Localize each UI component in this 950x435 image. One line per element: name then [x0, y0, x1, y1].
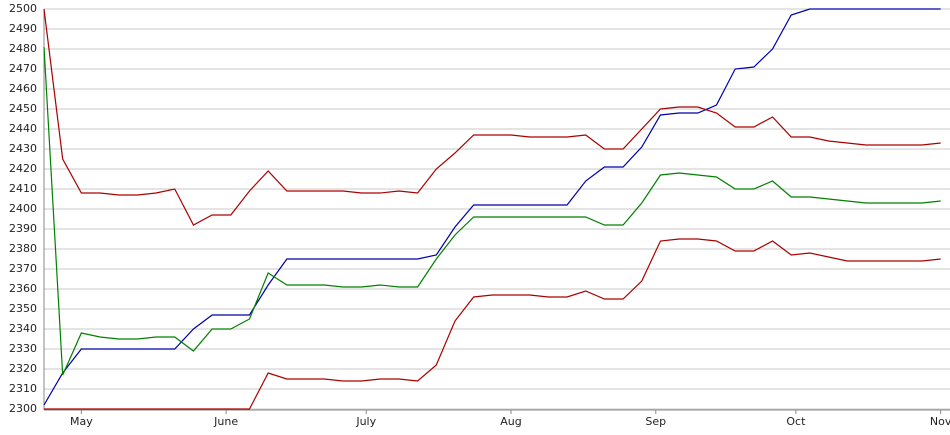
y-tick-label: 2420 — [9, 162, 37, 175]
y-tick-label: 2470 — [9, 62, 37, 75]
series-line — [43, 46, 941, 376]
y-tick-label: 2490 — [9, 22, 37, 35]
y-tick-label: 2360 — [9, 282, 37, 295]
y-tick-label: 2440 — [9, 122, 37, 135]
y-tick-label: 2400 — [9, 202, 37, 215]
y-tick-label: 2300 — [9, 402, 37, 415]
series-line — [43, 8, 941, 406]
x-tick-label: Oct — [786, 415, 806, 428]
y-tick-label: 2430 — [9, 142, 37, 155]
y-tick-label: 2460 — [9, 82, 37, 95]
x-tick-label: May — [70, 415, 93, 428]
y-tick-label: 2370 — [9, 262, 37, 275]
y-tick-label: 2390 — [9, 222, 37, 235]
x-tick-label: June — [213, 415, 238, 428]
y-tick-label: 2320 — [9, 362, 37, 375]
x-tick-label: Nov — [930, 415, 950, 428]
series-line — [44, 238, 941, 410]
y-tick-label: 2500 — [9, 2, 37, 15]
y-tick-label: 2480 — [9, 42, 37, 55]
y-tick-label: 2310 — [9, 382, 37, 395]
y-tick-label: 2340 — [9, 322, 37, 335]
y-tick-label: 2330 — [9, 342, 37, 355]
x-tick-label: Sep — [645, 415, 666, 428]
y-tick-label: 2380 — [9, 242, 37, 255]
x-tick-label: Aug — [500, 415, 521, 428]
y-tick-label: 2350 — [9, 302, 37, 315]
y-tick-label: 2450 — [9, 102, 37, 115]
x-tick-label: July — [355, 415, 376, 428]
y-tick-label: 2410 — [9, 182, 37, 195]
series-line — [43, 8, 941, 226]
